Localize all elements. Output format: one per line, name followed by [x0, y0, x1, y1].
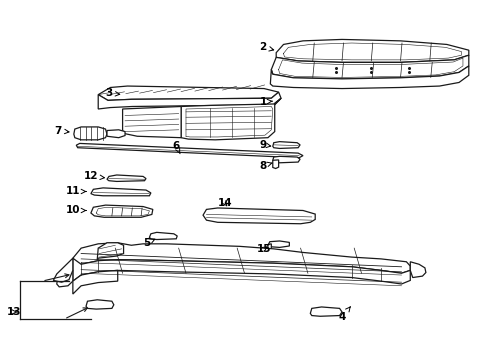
Polygon shape [74, 127, 107, 140]
Polygon shape [91, 205, 153, 217]
Polygon shape [98, 86, 278, 100]
Polygon shape [271, 55, 468, 79]
Text: 15: 15 [256, 244, 271, 254]
Polygon shape [267, 241, 289, 247]
Circle shape [111, 131, 117, 135]
Polygon shape [276, 40, 468, 62]
Text: 14: 14 [217, 198, 232, 208]
Text: 7: 7 [55, 126, 69, 136]
Polygon shape [409, 262, 425, 278]
Polygon shape [272, 141, 300, 148]
Text: 2: 2 [259, 42, 273, 52]
Polygon shape [107, 175, 146, 181]
Text: 11: 11 [65, 186, 86, 197]
Polygon shape [181, 98, 281, 140]
Text: 10: 10 [65, 206, 86, 216]
Polygon shape [149, 232, 177, 239]
Text: 3: 3 [105, 88, 120, 98]
Text: 4: 4 [338, 307, 349, 322]
Polygon shape [310, 307, 341, 316]
Polygon shape [270, 66, 468, 89]
Text: 13: 13 [7, 307, 21, 317]
Polygon shape [73, 270, 118, 294]
Polygon shape [91, 188, 151, 196]
Polygon shape [97, 243, 123, 260]
Text: 5: 5 [143, 238, 154, 248]
Text: 6: 6 [172, 141, 180, 154]
Polygon shape [73, 243, 409, 273]
Polygon shape [272, 160, 278, 168]
Polygon shape [86, 300, 114, 309]
Polygon shape [98, 92, 281, 109]
Polygon shape [76, 143, 303, 158]
Text: 1: 1 [259, 97, 272, 107]
Text: 9: 9 [259, 140, 270, 150]
Polygon shape [272, 156, 300, 163]
Polygon shape [122, 107, 181, 138]
Text: 8: 8 [259, 161, 272, 171]
Polygon shape [73, 258, 409, 284]
Text: 12: 12 [83, 171, 104, 181]
Polygon shape [57, 270, 73, 287]
Polygon shape [53, 258, 73, 282]
Polygon shape [267, 244, 271, 250]
Polygon shape [107, 130, 125, 138]
Polygon shape [203, 208, 315, 224]
